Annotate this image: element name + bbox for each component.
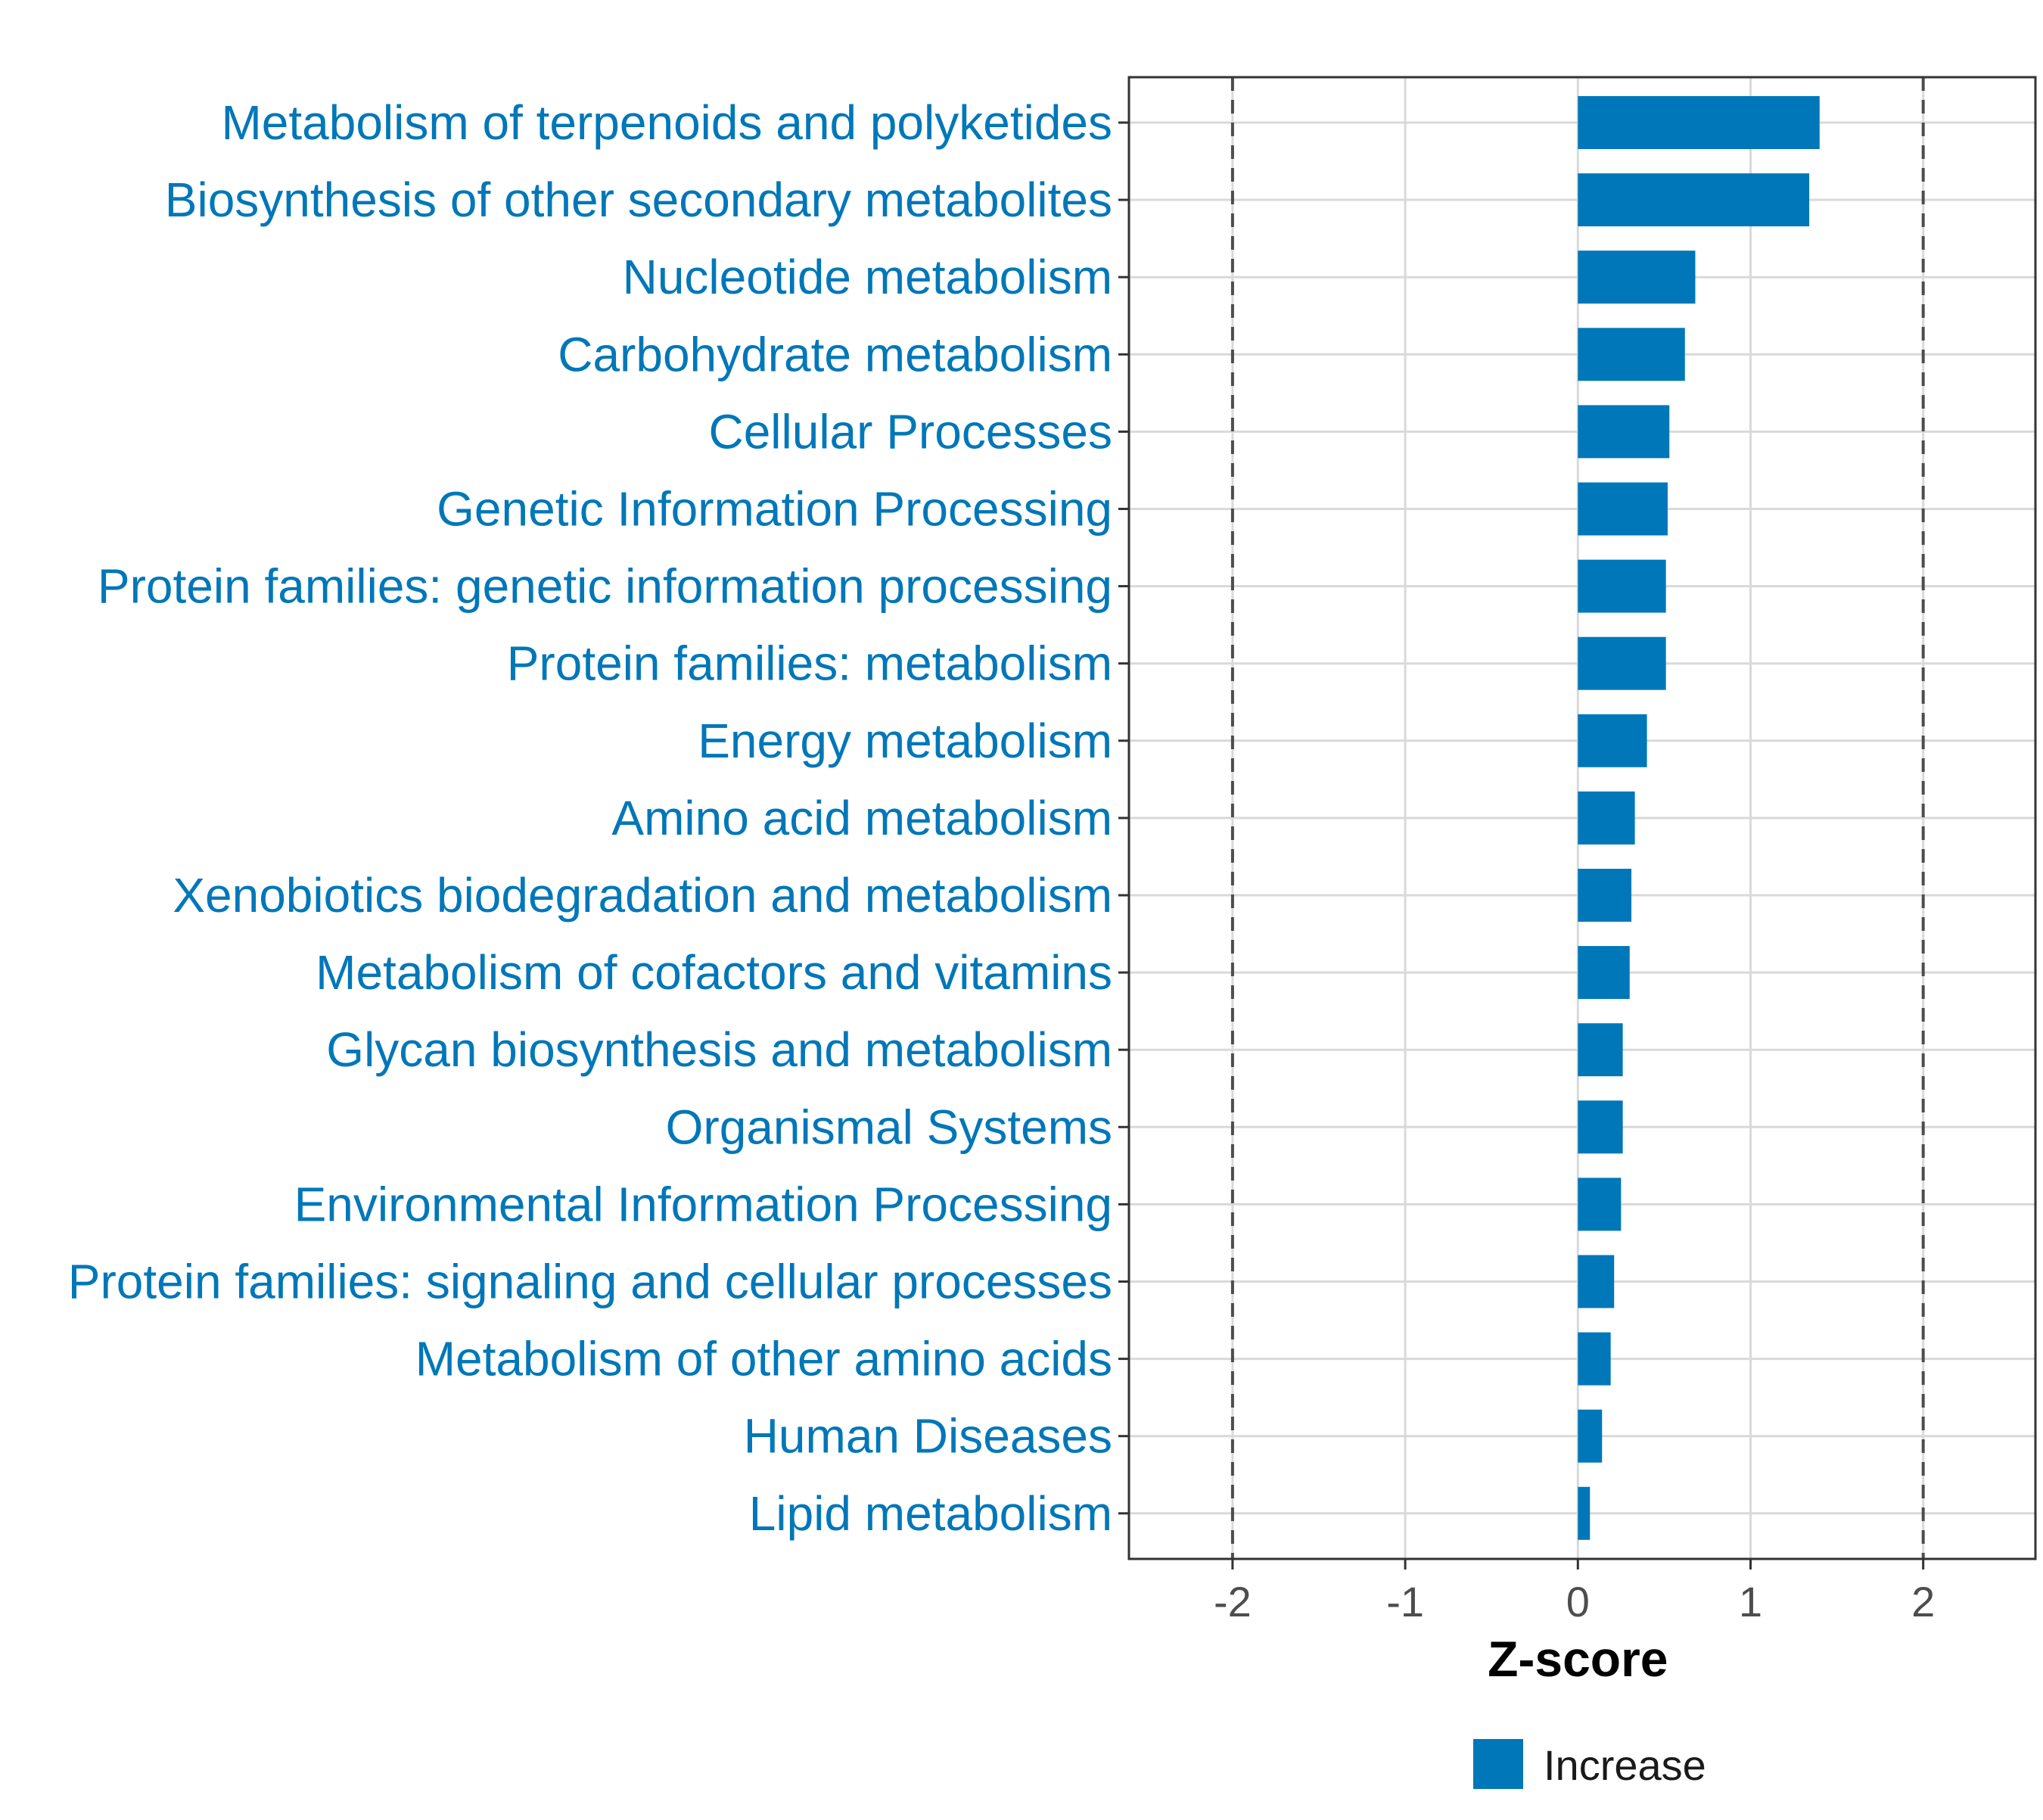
reference-lines <box>1230 77 1925 1559</box>
legend-label-increase: Increase <box>1544 1741 1706 1789</box>
bar-12 <box>1578 1023 1623 1077</box>
bar-1 <box>1578 173 1810 227</box>
bar-2 <box>1578 250 1696 304</box>
bar-6 <box>1578 559 1666 613</box>
x-axis-title: Z-score <box>1488 1631 1668 1687</box>
category-label-16: Metabolism of other amino acids <box>415 1332 1112 1386</box>
legend: Increase <box>1473 1739 1706 1789</box>
category-label-12: Glycan biosynthesis and metabolism <box>326 1022 1112 1077</box>
category-label-13: Organismal Systems <box>666 1100 1112 1154</box>
category-label-2: Nucleotide metabolism <box>623 250 1112 304</box>
bar-10 <box>1578 869 1632 922</box>
x-tick-label-3: 1 <box>1739 1578 1762 1626</box>
category-label-6: Protein families: genetic information pr… <box>98 559 1112 614</box>
bar-18 <box>1578 1486 1591 1540</box>
bar-9 <box>1578 791 1635 845</box>
bar-0 <box>1578 96 1820 149</box>
bars <box>1578 96 1820 1540</box>
bar-13 <box>1578 1100 1623 1154</box>
bar-7 <box>1578 636 1666 690</box>
category-label-17: Human Diseases <box>744 1409 1112 1464</box>
bar-4 <box>1578 405 1670 459</box>
x-tick-label-4: 2 <box>1911 1578 1935 1626</box>
x-tick-label-1: -1 <box>1386 1578 1424 1626</box>
bar-8 <box>1578 714 1647 767</box>
bar-11 <box>1578 946 1630 1000</box>
x-tick-label-0: -2 <box>1214 1578 1252 1626</box>
bar-5 <box>1578 482 1668 536</box>
category-label-5: Genetic Information Processing <box>437 482 1112 537</box>
category-label-18: Lipid metabolism <box>749 1486 1112 1541</box>
legend-swatch-increase <box>1473 1739 1523 1789</box>
category-label-10: Xenobiotics biodegradation and metabolis… <box>173 868 1112 922</box>
category-label-7: Protein families: metabolism <box>507 636 1112 691</box>
bar-15 <box>1578 1255 1615 1308</box>
category-axis: Metabolism of terpenoids and polyketides… <box>68 95 1129 1541</box>
bar-14 <box>1578 1178 1622 1231</box>
category-label-14: Environmental Information Processing <box>294 1177 1112 1231</box>
x-tick-label-2: 0 <box>1566 1578 1590 1626</box>
category-label-9: Amino acid metabolism <box>611 791 1112 845</box>
category-label-4: Cellular Processes <box>708 404 1112 459</box>
category-label-15: Protein families: signaling and cellular… <box>68 1255 1112 1309</box>
category-label-1: Biosynthesis of other secondary metaboli… <box>165 173 1112 227</box>
bar-3 <box>1578 328 1685 381</box>
category-label-11: Metabolism of cofactors and vitamins <box>316 945 1112 1000</box>
value-axis: -2 -1 0 1 2 <box>1214 1559 1935 1626</box>
bar-17 <box>1578 1409 1603 1463</box>
category-label-8: Energy metabolism <box>698 714 1112 768</box>
category-label-3: Carbohydrate metabolism <box>558 327 1112 381</box>
category-label-0: Metabolism of terpenoids and polyketides <box>221 95 1112 150</box>
bar-16 <box>1578 1332 1611 1386</box>
